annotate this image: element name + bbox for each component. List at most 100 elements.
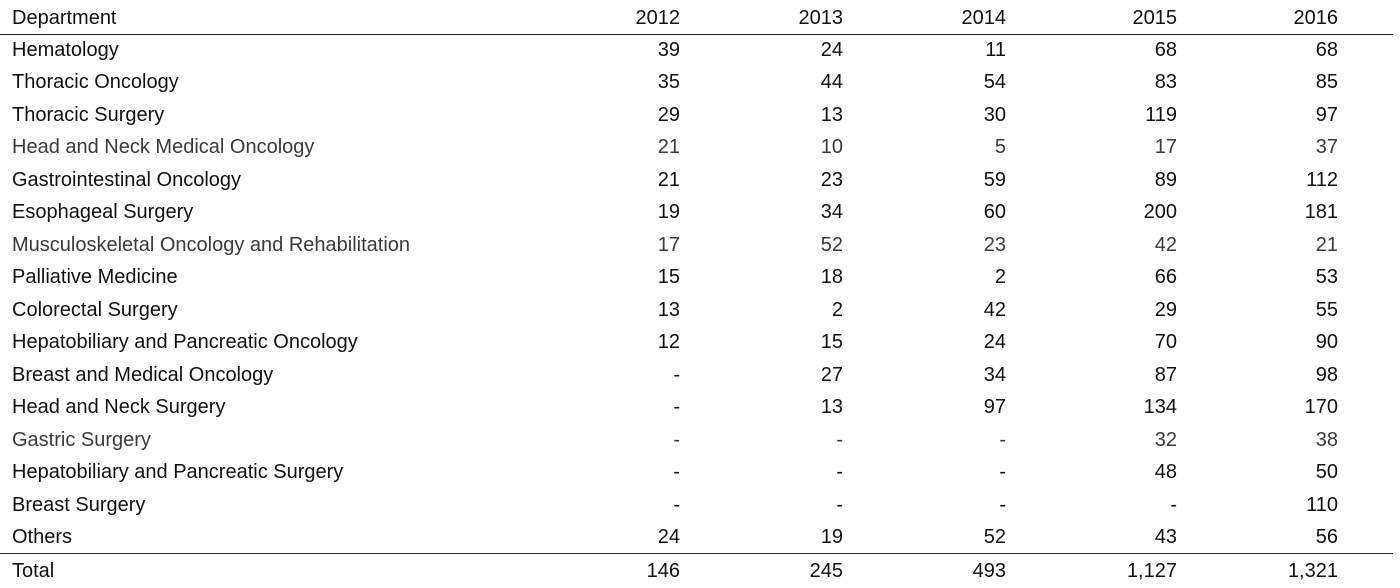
- table-row: Breast and Medical Oncology - 27 34 87 9…: [0, 359, 1400, 391]
- row-value-2014: -: [999, 494, 1006, 516]
- row-value-2016: 55: [1315, 299, 1338, 321]
- row-value-2015: 89: [1154, 169, 1177, 191]
- table-row: Gastric Surgery - - - 32 38: [0, 424, 1400, 456]
- table-header-row: Department 2012 2013 2014 2015 2016: [0, 2, 1400, 34]
- row-value-2012: -: [673, 396, 680, 418]
- row-value-2014: 34: [983, 364, 1006, 386]
- row-value-2016: 97: [1315, 104, 1338, 126]
- row-value-2012: -: [673, 461, 680, 483]
- row-value-2016: 56: [1315, 526, 1338, 548]
- row-value-2014: -: [999, 461, 1006, 483]
- row-department: Hepatobiliary and Pancreatic Surgery: [12, 461, 344, 483]
- row-value-2016: 68: [1315, 39, 1338, 61]
- row-department: Palliative Medicine: [12, 266, 178, 288]
- table-row: Esophageal Surgery 19 34 60 200 181: [0, 196, 1400, 228]
- table-row: Head and Neck Surgery - 13 97 134 170: [0, 391, 1400, 423]
- row-department: Musculoskeletal Oncology and Rehabilitat…: [12, 234, 411, 256]
- row-value-2013: -: [836, 494, 843, 516]
- header-year-2014: 2014: [961, 7, 1007, 29]
- row-department: Esophageal Surgery: [12, 201, 194, 223]
- row-value-2015: 17: [1154, 136, 1177, 158]
- row-value-2015: 42: [1154, 234, 1177, 256]
- row-value-2014: 11: [985, 39, 1006, 61]
- row-value-2013: 15: [820, 331, 843, 353]
- row-value-2013: 27: [820, 364, 843, 386]
- row-value-2013: -: [836, 461, 843, 483]
- row-value-2012: -: [673, 429, 680, 451]
- row-department: Colorectal Surgery: [12, 299, 178, 321]
- row-value-2013: 13: [820, 104, 843, 126]
- table-row: Musculoskeletal Oncology and Rehabilitat…: [0, 229, 1400, 261]
- header-department: Department: [12, 7, 117, 29]
- row-value-2012: 12: [657, 331, 680, 353]
- row-department: Thoracic Oncology: [12, 71, 179, 93]
- table-row: Thoracic Oncology 35 44 54 83 85: [0, 66, 1400, 98]
- row-value-2016: 38: [1315, 429, 1338, 451]
- table-row: Thoracic Surgery 29 13 30 119 97: [0, 99, 1400, 131]
- row-value-2012: 29: [657, 104, 680, 126]
- total-divider: [0, 553, 1393, 554]
- row-value-2014: 59: [983, 169, 1006, 191]
- row-department: Thoracic Surgery: [12, 104, 165, 126]
- header-divider: [0, 34, 1393, 35]
- total-value-2016: 1,321: [1287, 560, 1338, 582]
- row-department: Hepatobiliary and Pancreatic Oncology: [12, 331, 358, 353]
- table-row: Gastrointestinal Oncology 21 23 59 89 11…: [0, 164, 1400, 196]
- row-value-2016: 21: [1315, 234, 1338, 256]
- row-value-2016: 37: [1315, 136, 1338, 158]
- row-value-2012: 39: [657, 39, 680, 61]
- table-row: Hepatobiliary and Pancreatic Oncology 12…: [0, 326, 1400, 358]
- row-value-2013: 23: [820, 169, 843, 191]
- row-department: Breast Surgery: [12, 494, 146, 516]
- row-value-2015: 29: [1154, 299, 1177, 321]
- row-value-2013: 18: [820, 266, 843, 288]
- row-department: Gastrointestinal Oncology: [12, 169, 242, 191]
- row-department: Breast and Medical Oncology: [12, 364, 274, 386]
- row-value-2013: 44: [820, 71, 843, 93]
- row-value-2015: 32: [1154, 429, 1177, 451]
- row-value-2016: 98: [1315, 364, 1338, 386]
- header-year-2013: 2013: [798, 7, 844, 29]
- row-value-2016: 112: [1306, 169, 1338, 191]
- row-value-2014: 23: [983, 234, 1006, 256]
- row-value-2014: 24: [983, 331, 1006, 353]
- row-value-2014: 60: [983, 201, 1006, 223]
- row-value-2013: 52: [820, 234, 843, 256]
- row-value-2015: 83: [1154, 71, 1177, 93]
- header-year-2012: 2012: [635, 7, 681, 29]
- row-value-2012: 15: [657, 266, 680, 288]
- table-row: Colorectal Surgery 13 2 42 29 55: [0, 294, 1400, 326]
- row-value-2012: -: [673, 364, 680, 386]
- row-department: Hematology: [12, 39, 119, 61]
- row-department: Head and Neck Medical Oncology: [12, 136, 315, 158]
- row-value-2015: 134: [1143, 396, 1177, 418]
- row-value-2013: 13: [820, 396, 843, 418]
- row-value-2013: 19: [820, 526, 843, 548]
- row-value-2012: 13: [657, 299, 680, 321]
- row-value-2015: 43: [1154, 526, 1177, 548]
- row-value-2013: 2: [831, 299, 843, 321]
- row-value-2016: 110: [1306, 494, 1338, 516]
- row-value-2015: -: [1170, 494, 1177, 516]
- row-value-2015: 70: [1154, 331, 1177, 353]
- row-value-2014: 30: [983, 104, 1006, 126]
- row-value-2014: 54: [983, 71, 1006, 93]
- row-value-2015: 66: [1154, 266, 1177, 288]
- table-row: Others 24 19 52 43 56: [0, 521, 1400, 553]
- row-value-2015: 68: [1154, 39, 1177, 61]
- row-value-2016: 181: [1304, 201, 1338, 223]
- row-value-2016: 170: [1304, 396, 1338, 418]
- row-value-2013: 10: [820, 136, 843, 158]
- row-department: Gastric Surgery: [12, 429, 151, 451]
- table-row: Head and Neck Medical Oncology 21 10 5 1…: [0, 131, 1400, 163]
- row-value-2012: 35: [657, 71, 680, 93]
- header-year-2015: 2015: [1132, 7, 1178, 29]
- total-value-2015: 1,127: [1126, 560, 1177, 582]
- row-department: Head and Neck Surgery: [12, 396, 226, 418]
- row-value-2014: -: [999, 429, 1006, 451]
- row-value-2016: 90: [1315, 331, 1338, 353]
- row-value-2012: -: [673, 494, 680, 516]
- table-row: Hepatobiliary and Pancreatic Surgery - -…: [0, 456, 1400, 488]
- table-row: Breast Surgery - - - - 110: [0, 489, 1400, 521]
